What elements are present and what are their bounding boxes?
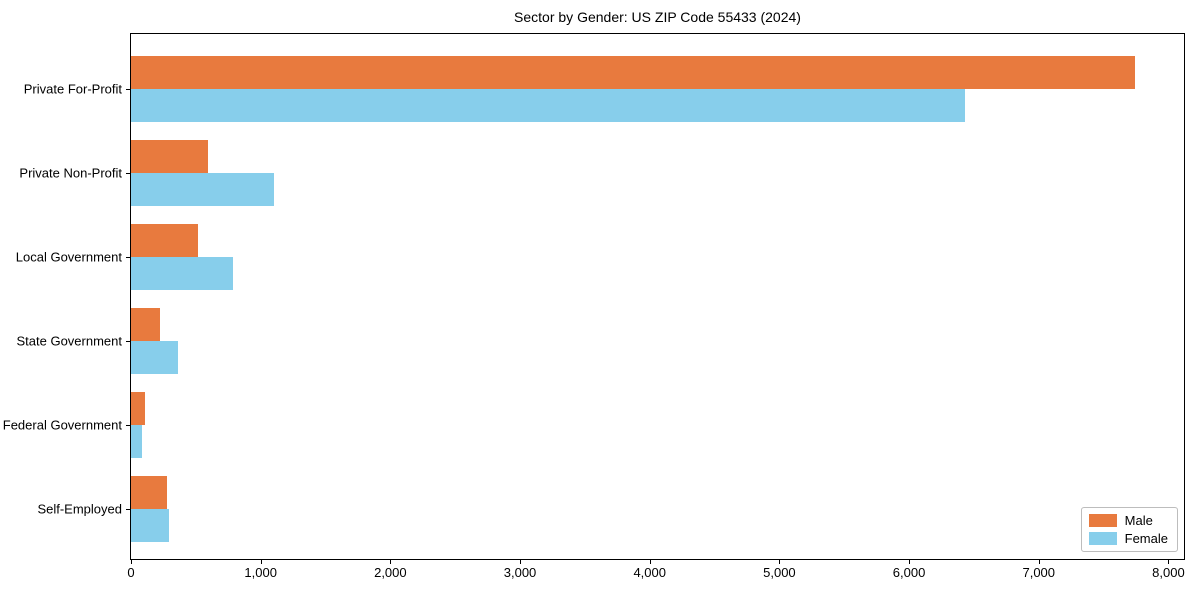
x-tick <box>1168 559 1170 564</box>
x-tick <box>909 559 911 564</box>
y-tick-label: Federal Government <box>2 417 122 433</box>
x-tick <box>520 559 522 564</box>
bar-male-local-government <box>131 224 198 257</box>
bar-male-federal-government <box>131 392 145 425</box>
x-tick <box>649 559 651 564</box>
legend-swatch-male <box>1088 514 1117 527</box>
plot-area: Private For-Profit Private Non-Profit Loca… <box>3 33 1185 579</box>
x-tick <box>131 559 132 564</box>
legend-item-female: Female <box>1088 531 1168 546</box>
bar-female-federal-government <box>131 425 143 458</box>
y-tick <box>126 509 131 510</box>
x-tick <box>779 559 781 564</box>
y-tick-label: Private Non-Profit <box>19 165 122 181</box>
y-tick <box>126 257 131 258</box>
y-tick-label: Self-Employed <box>37 501 122 517</box>
x-tick-label: 1,000 <box>244 565 277 580</box>
y-tick-label: Private For-Profit <box>23 81 122 97</box>
x-tick-label: 7,000 <box>1022 565 1056 580</box>
x-tick <box>390 559 392 564</box>
y-tick-label: Local Government <box>15 249 122 265</box>
x-tick-label: 0 <box>127 565 135 580</box>
legend-label-male: Male <box>1124 513 1153 528</box>
bar-male-state-government <box>131 308 161 341</box>
legend-item-male: Male <box>1088 513 1168 528</box>
bar-male-private-non-profit <box>131 140 208 173</box>
y-tick <box>126 89 131 90</box>
x-tick-label: 8,000 <box>1152 565 1185 580</box>
bar-female-local-government <box>131 257 233 290</box>
bar-female-private-non-profit <box>131 173 274 206</box>
bar-male-private-for-profit <box>131 56 1135 89</box>
legend-swatch-female <box>1088 532 1117 545</box>
x-tick-label: 5,000 <box>763 565 796 580</box>
bar-male-self-employed <box>131 476 168 509</box>
x-tick-label: 2,000 <box>374 565 407 580</box>
y-tick-label: State Government <box>16 333 123 349</box>
legend-label-female: Female <box>1124 531 1168 546</box>
bar-female-private-for-profit <box>131 89 965 122</box>
chart-title: Sector by Gender: US ZIP Code 55433 (202… <box>514 9 801 25</box>
y-tick <box>126 173 131 174</box>
y-tick <box>126 425 131 426</box>
x-tick <box>1038 559 1040 564</box>
x-tick <box>260 559 262 564</box>
y-tick <box>126 341 131 342</box>
x-tick-label: 6,000 <box>892 565 926 580</box>
x-tick-label: 3,000 <box>503 565 537 580</box>
bar-female-state-government <box>131 341 178 374</box>
legend: Male Female <box>1080 507 1178 552</box>
bar-female-self-employed <box>131 509 170 542</box>
x-tick-label: 4,000 <box>633 565 666 580</box>
